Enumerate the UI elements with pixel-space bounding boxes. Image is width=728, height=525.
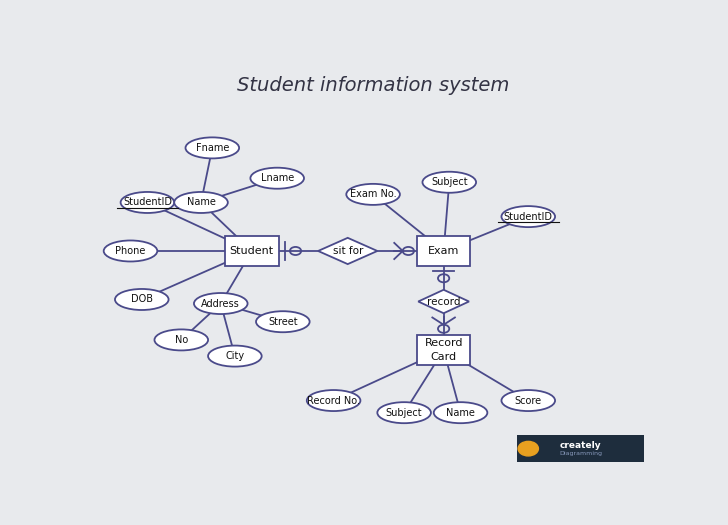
Text: Record No.: Record No.	[307, 395, 360, 405]
Ellipse shape	[347, 184, 400, 205]
Text: Subject: Subject	[386, 408, 422, 418]
Ellipse shape	[154, 329, 208, 350]
Ellipse shape	[422, 172, 476, 193]
Ellipse shape	[250, 167, 304, 188]
Text: StudentID: StudentID	[123, 197, 172, 207]
Ellipse shape	[256, 311, 309, 332]
Text: creately: creately	[559, 442, 601, 450]
Text: No: No	[175, 335, 188, 345]
FancyBboxPatch shape	[417, 236, 470, 266]
Ellipse shape	[208, 345, 261, 366]
Text: Score: Score	[515, 395, 542, 405]
Ellipse shape	[434, 402, 487, 423]
Text: City: City	[225, 351, 245, 361]
FancyBboxPatch shape	[417, 335, 470, 365]
Text: record: record	[427, 297, 460, 307]
Polygon shape	[318, 238, 377, 264]
Ellipse shape	[174, 192, 228, 213]
Text: Exam No.: Exam No.	[349, 190, 397, 200]
Ellipse shape	[377, 402, 431, 423]
Text: Name: Name	[186, 197, 215, 207]
Text: Name: Name	[446, 408, 475, 418]
Ellipse shape	[103, 240, 157, 261]
Text: Lname: Lname	[261, 173, 294, 183]
FancyBboxPatch shape	[225, 236, 279, 266]
Ellipse shape	[502, 390, 555, 411]
Ellipse shape	[306, 390, 360, 411]
Circle shape	[518, 442, 539, 456]
FancyBboxPatch shape	[517, 435, 644, 463]
Ellipse shape	[502, 206, 555, 227]
Ellipse shape	[121, 192, 174, 213]
Ellipse shape	[186, 138, 239, 159]
Text: Student: Student	[230, 246, 274, 256]
Ellipse shape	[115, 289, 169, 310]
Ellipse shape	[194, 293, 248, 314]
Polygon shape	[418, 290, 469, 313]
Text: sit for: sit for	[333, 246, 363, 256]
Text: Phone: Phone	[115, 246, 146, 256]
Text: Address: Address	[202, 299, 240, 309]
Text: Fname: Fname	[196, 143, 229, 153]
Text: Street: Street	[268, 317, 298, 327]
Text: DOB: DOB	[131, 295, 153, 304]
Text: Subject: Subject	[431, 177, 467, 187]
Text: Student information system: Student information system	[237, 76, 510, 94]
Text: Record
Card: Record Card	[424, 339, 463, 362]
Text: Exam: Exam	[428, 246, 459, 256]
Text: StudentID: StudentID	[504, 212, 553, 222]
Text: Diagramming: Diagramming	[559, 452, 602, 456]
